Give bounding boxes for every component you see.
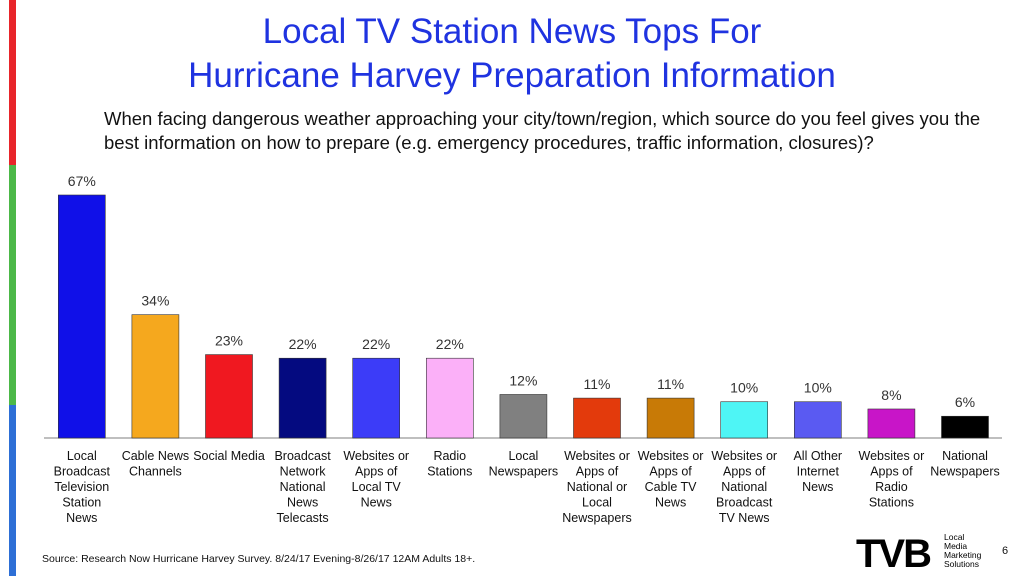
category-label: TV News <box>719 511 770 525</box>
bar <box>573 397 621 439</box>
category-label: Apps of <box>649 465 692 479</box>
category-label: Websites or <box>343 449 409 463</box>
category-label: Local <box>67 449 97 463</box>
category-label: Station <box>62 496 101 510</box>
chart-title: Local TV Station News Tops For Hurricane… <box>0 10 1024 98</box>
bar <box>499 394 548 439</box>
bar <box>646 397 695 439</box>
chart-subtitle: When facing dangerous weather approachin… <box>104 108 981 153</box>
category-label: National <box>280 480 326 494</box>
logo-tagline-line: Local <box>944 532 964 542</box>
category-label: Broadcast <box>54 465 111 479</box>
category-label: News <box>361 496 392 510</box>
category-label: Social Media <box>193 449 265 463</box>
data-label: 22% <box>436 336 464 352</box>
data-label: 11% <box>584 376 611 392</box>
category-label: Network <box>280 465 327 479</box>
category-label: Local <box>508 449 538 463</box>
data-label: 34% <box>141 293 169 309</box>
data-label: 11% <box>657 376 684 392</box>
data-label: 12% <box>509 372 537 388</box>
category-label: Broadcast <box>716 496 773 510</box>
category-label: Websites or <box>564 449 630 463</box>
bar <box>425 357 474 439</box>
accent-stripe-blue <box>9 405 16 576</box>
logo-tagline-line: Media <box>944 541 967 551</box>
category-label: Websites or <box>859 449 925 463</box>
category-label: Channels <box>129 465 182 479</box>
chart-title-line-2: Hurricane Harvey Preparation Information <box>188 56 836 95</box>
category-label: News <box>66 511 97 525</box>
data-label: 6% <box>955 394 975 410</box>
bar <box>941 415 989 439</box>
category-label: Apps of <box>576 465 619 479</box>
data-label: 22% <box>362 336 390 352</box>
chart-title-line-1: Local TV Station News Tops For <box>262 12 762 51</box>
page-number: 6 <box>1002 545 1009 557</box>
category-label: National <box>721 480 767 494</box>
category-label: Stations <box>427 465 472 479</box>
bar <box>57 194 106 439</box>
accent-stripe-red <box>9 0 16 165</box>
category-label: Apps of <box>355 465 398 479</box>
category-label: Newspapers <box>930 465 999 479</box>
data-label: 8% <box>881 387 901 403</box>
category-label: National <box>942 449 988 463</box>
category-label: Cable TV <box>645 480 698 494</box>
data-label: 10% <box>730 380 758 396</box>
category-label: Radio <box>433 449 466 463</box>
category-label: Local TV <box>352 480 402 494</box>
logo-tagline-line: Marketing <box>944 550 982 560</box>
category-label: Newspapers <box>489 465 558 479</box>
category-label: Telecasts <box>277 511 329 525</box>
category-label: All Other <box>793 449 842 463</box>
bar <box>131 314 180 439</box>
bar <box>867 408 916 439</box>
category-label: Cable News <box>122 449 189 463</box>
data-label: 10% <box>804 380 832 396</box>
bar <box>205 354 253 439</box>
bar <box>278 357 327 439</box>
category-label: News <box>287 496 318 510</box>
category-label: Newspapers <box>562 511 631 525</box>
category-label: Apps of <box>723 465 766 479</box>
data-label: 67% <box>68 173 96 189</box>
bar <box>352 357 401 439</box>
bar <box>720 401 769 439</box>
data-label: 23% <box>215 333 243 349</box>
category-label: Apps of <box>870 465 913 479</box>
logo-mark: TVB <box>856 532 931 571</box>
category-label: Local <box>582 496 612 510</box>
category-label: Broadcast <box>274 449 331 463</box>
category-label: News <box>655 496 686 510</box>
logo-tagline-line: Solutions <box>944 559 979 569</box>
category-label: Internet <box>797 465 840 479</box>
data-label: 22% <box>289 336 317 352</box>
category-label: Websites or <box>638 449 704 463</box>
accent-stripe-green <box>9 165 16 405</box>
bar <box>793 401 842 439</box>
category-label: News <box>802 480 833 494</box>
category-label: Television <box>54 480 109 494</box>
category-label: Stations <box>869 496 914 510</box>
category-label: National or <box>567 480 627 494</box>
category-label: Radio <box>875 480 908 494</box>
source-note: Source: Research Now Hurricane Harvey Su… <box>42 553 476 565</box>
category-label: Websites or <box>711 449 777 463</box>
